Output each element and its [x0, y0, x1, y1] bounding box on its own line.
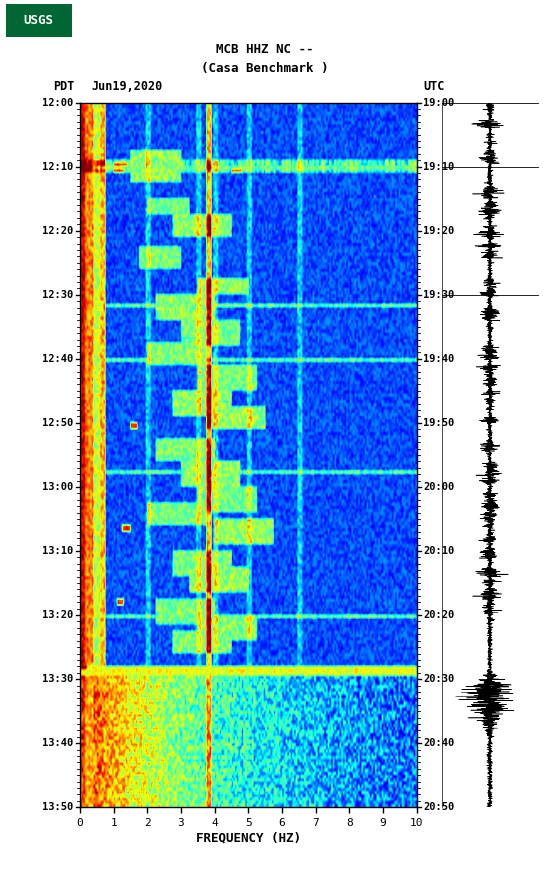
Text: 13:00: 13:00	[42, 482, 73, 492]
Text: 12:30: 12:30	[42, 290, 73, 300]
Text: 19:00: 19:00	[423, 97, 455, 108]
Text: 20:50: 20:50	[423, 802, 455, 813]
Text: 19:50: 19:50	[423, 417, 455, 428]
X-axis label: FREQUENCY (HZ): FREQUENCY (HZ)	[196, 832, 301, 845]
Text: 12:00: 12:00	[42, 97, 73, 108]
Text: UTC: UTC	[423, 80, 445, 93]
Text: 19:40: 19:40	[423, 354, 455, 364]
Text: 19:30: 19:30	[423, 290, 455, 300]
Text: (Casa Benchmark ): (Casa Benchmark )	[201, 62, 328, 75]
Text: 19:20: 19:20	[423, 226, 455, 235]
Text: 12:40: 12:40	[42, 354, 73, 364]
Text: 20:00: 20:00	[423, 482, 455, 492]
Text: 20:20: 20:20	[423, 610, 455, 620]
Text: 13:10: 13:10	[42, 546, 73, 556]
Text: 13:30: 13:30	[42, 674, 73, 684]
Text: 13:50: 13:50	[42, 802, 73, 813]
Text: 19:10: 19:10	[423, 161, 455, 171]
Text: 12:10: 12:10	[42, 161, 73, 171]
Text: 12:20: 12:20	[42, 226, 73, 235]
Text: Jun19,2020: Jun19,2020	[91, 80, 162, 93]
Text: MCB HHZ NC --: MCB HHZ NC --	[216, 43, 314, 55]
Text: 20:40: 20:40	[423, 739, 455, 748]
Text: 12:50: 12:50	[42, 417, 73, 428]
Text: USGS: USGS	[24, 14, 54, 27]
Text: 20:10: 20:10	[423, 546, 455, 556]
Text: 13:20: 13:20	[42, 610, 73, 620]
Text: 20:30: 20:30	[423, 674, 455, 684]
Text: 13:40: 13:40	[42, 739, 73, 748]
Text: PDT: PDT	[53, 80, 75, 93]
